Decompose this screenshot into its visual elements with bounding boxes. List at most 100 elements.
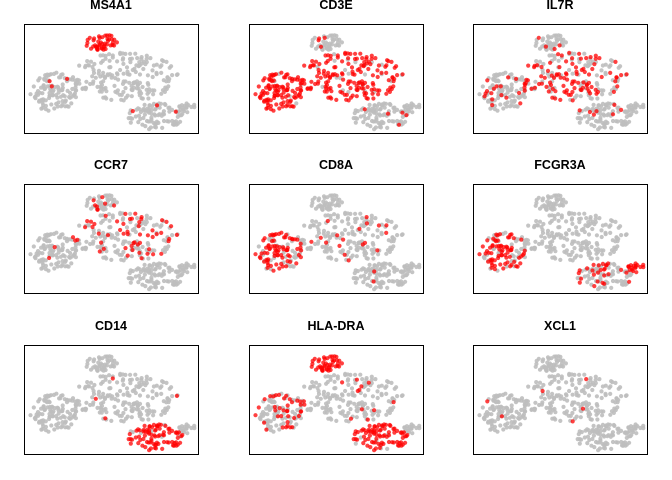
- expressed-point: [537, 81, 542, 87]
- expressed-point: [170, 443, 176, 448]
- background-point: [91, 400, 96, 405]
- background-point: [51, 409, 56, 414]
- background-point: [119, 418, 124, 423]
- expressed-point: [359, 86, 364, 91]
- expressed-point: [365, 417, 370, 422]
- background-point: [519, 75, 525, 80]
- background-point: [589, 405, 594, 411]
- expressed-points: [253, 354, 410, 453]
- background-point: [597, 377, 602, 382]
- background-point: [109, 257, 114, 262]
- scatter-plot: [249, 345, 424, 455]
- background-point: [184, 263, 189, 268]
- expressed-point: [584, 56, 589, 61]
- background-point: [346, 382, 351, 387]
- expressed-point: [346, 258, 351, 263]
- expressed-point: [94, 44, 99, 49]
- background-point: [125, 414, 130, 419]
- feature-plot-xcl1: XCL1: [473, 319, 648, 455]
- expressed-point: [256, 84, 261, 89]
- background-point: [383, 101, 389, 106]
- expressed-point: [137, 240, 143, 245]
- background-point: [566, 252, 571, 257]
- expressed-point: [485, 238, 490, 243]
- expressed-point: [271, 108, 276, 113]
- expressed-point: [385, 111, 391, 116]
- background-point: [74, 88, 79, 93]
- expressed-point: [130, 247, 135, 253]
- expressed-point: [295, 75, 301, 80]
- background-point: [109, 354, 114, 359]
- background-point: [154, 279, 159, 284]
- expressed-point: [283, 94, 288, 99]
- background-point: [505, 90, 510, 95]
- background-point: [115, 409, 120, 414]
- expressed-points: [482, 35, 629, 117]
- background-point: [309, 43, 314, 48]
- background-point: [290, 409, 295, 414]
- background-point: [119, 257, 124, 262]
- background-point: [302, 223, 307, 228]
- background-point: [137, 72, 143, 77]
- background-point: [59, 72, 64, 77]
- background-point: [362, 410, 367, 415]
- background-point: [310, 380, 315, 385]
- background-point: [63, 258, 68, 263]
- background-point: [532, 223, 537, 228]
- background-point: [86, 223, 91, 228]
- background-point: [150, 88, 155, 93]
- background-point: [395, 107, 400, 112]
- background-point: [559, 40, 565, 45]
- expressed-point: [522, 88, 527, 93]
- background-point: [556, 358, 561, 363]
- background-point: [514, 398, 519, 403]
- expressed-point: [577, 51, 582, 56]
- background-point: [313, 206, 319, 211]
- background-point: [537, 46, 543, 51]
- background-point: [60, 82, 65, 87]
- background-point: [147, 408, 152, 413]
- expressed-point: [366, 429, 371, 434]
- background-point: [361, 113, 367, 118]
- expressed-point: [371, 82, 376, 87]
- background-point: [96, 392, 101, 397]
- background-point: [103, 216, 108, 221]
- expressed-point: [281, 408, 286, 413]
- background-point: [129, 254, 134, 259]
- background-point: [389, 407, 394, 413]
- background-point: [589, 417, 594, 422]
- background-point: [333, 386, 338, 391]
- background-point: [610, 59, 615, 64]
- background-point: [543, 204, 548, 209]
- background-point: [548, 403, 554, 409]
- expressed-point: [359, 407, 364, 412]
- background-point: [161, 380, 166, 385]
- background-point: [326, 255, 331, 260]
- background-point: [583, 384, 588, 389]
- background-point: [141, 387, 146, 393]
- background-point: [134, 63, 139, 68]
- expressed-point: [115, 219, 120, 224]
- background-point: [327, 235, 333, 240]
- expressed-point: [173, 109, 178, 114]
- background-point: [366, 226, 371, 232]
- background-point: [324, 46, 330, 51]
- background-point: [93, 235, 98, 240]
- background-point: [380, 102, 385, 107]
- background-point: [90, 64, 95, 70]
- background-point: [628, 273, 633, 278]
- background-point: [41, 263, 46, 268]
- expressed-point: [591, 272, 596, 277]
- background-point: [607, 422, 613, 427]
- background-point: [353, 220, 358, 225]
- expressed-point: [125, 253, 130, 258]
- background-point: [43, 258, 48, 263]
- background-point: [130, 67, 135, 73]
- background-point: [611, 261, 616, 267]
- background-point: [170, 107, 175, 112]
- background-point: [387, 101, 392, 107]
- expressed-point: [489, 258, 494, 263]
- scatter-plot: [24, 184, 199, 294]
- background-point: [125, 69, 130, 74]
- background-point: [610, 278, 616, 284]
